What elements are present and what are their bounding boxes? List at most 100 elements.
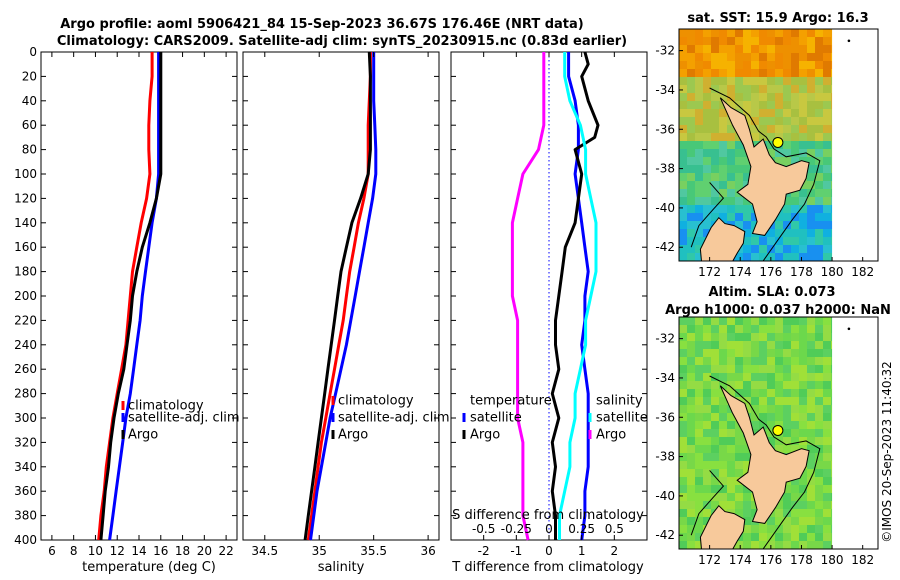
map-data-cell: [695, 53, 703, 61]
map-data-cell: [815, 125, 823, 133]
map-data-cell: [823, 93, 831, 101]
x-tick-label: 20: [197, 544, 212, 558]
map-data-cell: [751, 93, 759, 101]
map-data-cell: [807, 405, 815, 413]
map-data-cell: [687, 237, 695, 245]
map-data-cell: [799, 213, 807, 221]
series-line-s-argo: [510, 52, 546, 541]
map-data-cell: [759, 69, 767, 77]
map-data-cell: [695, 245, 703, 253]
map-data-cell: [807, 237, 815, 245]
map-data-cell: [719, 437, 727, 445]
y-tick-label: 240: [14, 338, 37, 352]
map-data-cell: [711, 333, 719, 341]
map-data-cell: [791, 45, 799, 53]
map-data-cell: [807, 397, 815, 405]
map-y-tick-label: -38: [655, 450, 675, 464]
map-data-cell: [679, 173, 687, 181]
map-data-cell: [799, 373, 807, 381]
map-data-cell: [735, 373, 743, 381]
map-data-cell: [783, 205, 791, 213]
map-data-cell: [775, 381, 783, 389]
map-data-cell: [815, 373, 823, 381]
map-data-cell: [775, 101, 783, 109]
map-data-cell: [775, 517, 783, 525]
map-data-cell: [823, 485, 831, 493]
map-data-cell: [823, 45, 831, 53]
map-data-cell: [727, 93, 735, 101]
map-data-cell: [823, 173, 831, 181]
map-data-cell: [703, 45, 711, 53]
map-data-cell: [703, 141, 711, 149]
map-data-cell: [703, 341, 711, 349]
map-data-cell: [775, 317, 783, 325]
map-data-cell: [695, 421, 703, 429]
map-data-cell: [727, 173, 735, 181]
map-data-cell: [687, 117, 695, 125]
map-data-cell: [831, 477, 833, 485]
map-data-cell: [783, 109, 791, 117]
map-data-cell: [783, 317, 791, 325]
map-data-cell: [807, 373, 815, 381]
map-data-cell: [711, 85, 719, 93]
map-data-cell: [711, 29, 719, 37]
map-data-cell: [719, 93, 727, 101]
map-data-cell: [815, 141, 823, 149]
map-data-cell: [823, 421, 831, 429]
map-data-cell: [807, 53, 815, 61]
map-data-cell: [679, 469, 687, 477]
map-data-cell: [783, 125, 791, 133]
y-tick-label: 40: [22, 94, 37, 108]
map-data-cell: [687, 373, 695, 381]
map-data-cell: [831, 341, 833, 349]
map-data-cell: [823, 141, 831, 149]
map-data-cell: [719, 173, 727, 181]
map-data-cell: [799, 133, 807, 141]
map-data-cell: [743, 85, 751, 93]
map-data-cell: [815, 445, 823, 453]
map-data-cell: [815, 325, 823, 333]
map-data-cell: [783, 69, 791, 77]
map-data-cell: [815, 397, 823, 405]
map-data-cell: [759, 373, 767, 381]
map-data-cell: [695, 437, 703, 445]
map-data-cell: [767, 117, 775, 125]
map-data-cell: [695, 181, 703, 189]
map-data-cell: [815, 149, 823, 157]
map-data-cell: [799, 509, 807, 517]
map-data-cell: [791, 365, 799, 373]
map-x-tick-label: 172: [698, 553, 721, 567]
map-data-cell: [791, 205, 799, 213]
map-x-tick-label: 176: [759, 553, 782, 567]
map-data-cell: [823, 357, 831, 365]
map-data-cell: [807, 317, 815, 325]
map-data-cell: [759, 245, 767, 253]
map-data-cell: [743, 69, 751, 77]
map-data-cell: [751, 341, 759, 349]
map-data-cell: [751, 405, 759, 413]
map-data-cell: [703, 29, 711, 37]
series-line-s-satellite: [558, 52, 598, 540]
map-data-cell: [711, 461, 719, 469]
map-data-cell: [751, 221, 759, 229]
map-data-cell: [679, 117, 687, 125]
map-data-cell: [751, 69, 759, 77]
map-data-cell: [759, 77, 767, 85]
map-data-cell: [735, 165, 743, 173]
map-data-cell: [687, 445, 695, 453]
map-data-cell: [831, 125, 833, 133]
map-data-cell: [807, 109, 815, 117]
map-data-cell: [695, 517, 703, 525]
map-data-cell: [719, 69, 727, 77]
map-data-cell: [719, 365, 727, 373]
map-data-cell: [679, 421, 687, 429]
map-data-cell: [711, 189, 719, 197]
map-data-cell: [815, 381, 823, 389]
map-data-cell: [679, 437, 687, 445]
map-data-cell: [743, 365, 751, 373]
map-data-cell: [679, 93, 687, 101]
map-data-cell: [719, 357, 727, 365]
map-data-cell: [823, 469, 831, 477]
map-frame: [678, 316, 879, 550]
